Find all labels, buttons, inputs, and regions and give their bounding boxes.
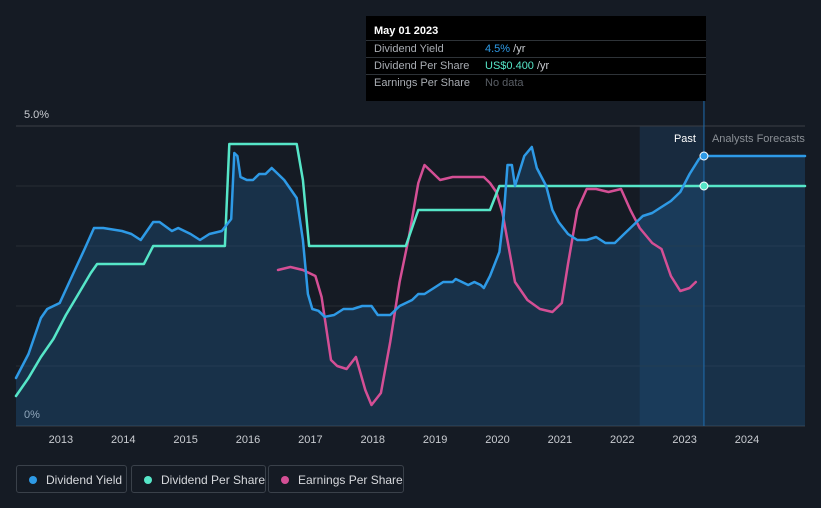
- x-tick-label: 2016: [236, 434, 260, 446]
- legend-dividend-per-share[interactable]: Dividend Per Share: [131, 465, 266, 493]
- marker-dividend-yield: [699, 151, 709, 161]
- y-tick-labels: 0% 5.0%: [24, 109, 49, 421]
- legend-label: Dividend Per Share: [161, 473, 266, 487]
- y-tick-label: 5.0%: [24, 109, 49, 121]
- tooltip-value-wrap: 4.5% /yr: [485, 43, 525, 55]
- series-lines: [14, 142, 807, 407]
- x-tick-label: 2020: [485, 434, 509, 446]
- tooltip-row-dividend-yield: Dividend Yield 4.5% /yr: [366, 40, 706, 57]
- past-label: Past: [674, 133, 696, 145]
- tooltip-row-dividend-per-share: Dividend Per Share US$0.400 /yr: [366, 57, 706, 74]
- x-tick-label: 2019: [423, 434, 447, 446]
- x-tick-label: 2017: [298, 434, 322, 446]
- tooltip-value: No data: [485, 77, 524, 89]
- legend-earnings-per-share[interactable]: Earnings Per Share: [268, 465, 404, 493]
- tooltip-value: US$0.400: [485, 60, 534, 72]
- x-tick-label: 2015: [173, 434, 197, 446]
- tooltip-date: May 01 2023: [374, 25, 439, 37]
- forecast-label: Analysts Forecasts: [712, 133, 805, 145]
- earnings-per-share-line: [276, 163, 698, 407]
- marker-dividend-per-share: [699, 181, 709, 191]
- dividend-per-share-line: [14, 142, 807, 398]
- legend-dot-icon: [29, 476, 37, 484]
- tooltip-label: Dividend Yield: [374, 43, 444, 55]
- x-tick-label: 2013: [49, 434, 73, 446]
- y-tick-label: 0%: [24, 409, 40, 421]
- current-markers: [699, 151, 709, 191]
- x-tick-labels: 2013 2014 2015 2016 2017 2018 2019 2020 2021 2022…: [49, 434, 760, 446]
- x-tick-label: 2021: [548, 434, 572, 446]
- tooltip-label: Dividend Per Share: [374, 60, 470, 72]
- x-tick-label: 2014: [111, 434, 135, 446]
- legend-label: Earnings Per Share: [298, 473, 403, 487]
- legend-dot-icon: [144, 476, 152, 484]
- tooltip-unit: /yr: [537, 60, 550, 72]
- tooltip-row-earnings-per-share: Earnings Per Share No data: [366, 74, 706, 91]
- x-tick-label: 2018: [361, 434, 385, 446]
- tooltip-label: Earnings Per Share: [374, 77, 470, 89]
- tooltip-value-wrap: No data: [485, 77, 524, 89]
- tooltip-value: 4.5%: [485, 43, 511, 55]
- tooltip-unit: /yr: [513, 43, 526, 55]
- tooltip-value-wrap: US$0.400 /yr: [485, 60, 549, 72]
- tooltip: May 01 2023 Dividend Yield 4.5% /yr Divi…: [366, 16, 706, 101]
- dividend-yield-area: [16, 147, 805, 426]
- x-tick-label: 2023: [672, 434, 696, 446]
- legend-label: Dividend Yield: [46, 473, 123, 487]
- x-tick-label: 2024: [735, 434, 759, 446]
- legend-dot-icon: [281, 476, 289, 484]
- x-tick-label: 2022: [610, 434, 634, 446]
- legend-dividend-yield[interactable]: Dividend Yield: [16, 465, 127, 493]
- dividend-yield-line: [14, 145, 807, 380]
